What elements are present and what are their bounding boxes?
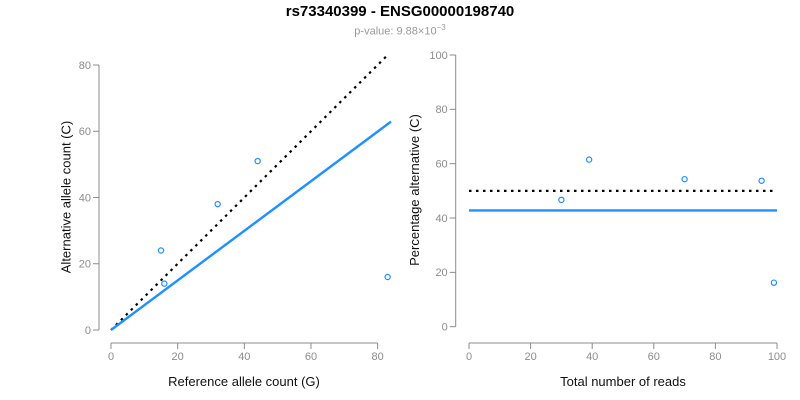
y-axis-title: Alternative allele count (C)	[59, 121, 74, 273]
x-tick-label: 80	[372, 351, 384, 363]
data-point	[161, 280, 168, 287]
y-tick-label: 20	[435, 267, 447, 279]
data-point	[585, 156, 593, 163]
data-point	[770, 279, 778, 286]
y-tick-label: 20	[79, 259, 91, 271]
data-point	[558, 196, 565, 204]
y-tick-label: 60	[79, 126, 91, 138]
y-tick-label: 0	[85, 325, 91, 337]
x-tick-label: 20	[524, 351, 536, 363]
figure-title: rs73340399 - ENSG00000198740	[285, 3, 515, 20]
y-tick-label: 0	[442, 322, 448, 334]
data-point	[157, 247, 165, 254]
data-point	[681, 175, 688, 183]
regression-line	[110, 120, 392, 331]
x-axis-title: Total number of reads	[560, 374, 686, 389]
data-point	[254, 157, 261, 165]
percentage-reads-scatter-plot: 0 20 40 60 80 100 0 20 40 60 80 100 Total number of …	[407, 50, 786, 389]
x-tick-label: 0	[108, 351, 114, 363]
y-tick-label: 80	[435, 104, 447, 116]
x-axis-title: Reference allele count (G)	[168, 374, 320, 389]
x-tick-label: 60	[648, 351, 660, 363]
identity-line	[110, 54, 389, 331]
y-tick-label: 40	[435, 213, 447, 225]
x-tick-label: 20	[172, 351, 184, 363]
x-tick-label: 60	[305, 351, 317, 363]
p-value-text: p-value: 9.88×10	[354, 25, 437, 38]
x-tick-label: 40	[238, 351, 250, 363]
x-tick-label: 40	[586, 351, 598, 363]
data-point	[214, 200, 221, 208]
figure-subtitle: p-value: 9.88×10−3	[0, 23, 800, 38]
data-point	[758, 177, 765, 184]
y-tick-label: 80	[79, 60, 91, 72]
data-point	[384, 273, 391, 281]
allele-count-scatter-plot: 0 20 40 60 80 0 20 40 60 80 Reference allele count…	[59, 54, 392, 389]
y-axis-title: Percentage alternative (C)	[407, 114, 422, 266]
x-tick-label: 100	[768, 351, 786, 363]
y-tick-label: 100	[429, 50, 447, 62]
x-tick-label: 0	[466, 351, 472, 363]
y-tick-label: 60	[435, 159, 447, 171]
p-value-exponent: −3	[436, 23, 446, 32]
x-tick-label: 80	[709, 351, 721, 363]
y-tick-label: 40	[79, 192, 91, 204]
